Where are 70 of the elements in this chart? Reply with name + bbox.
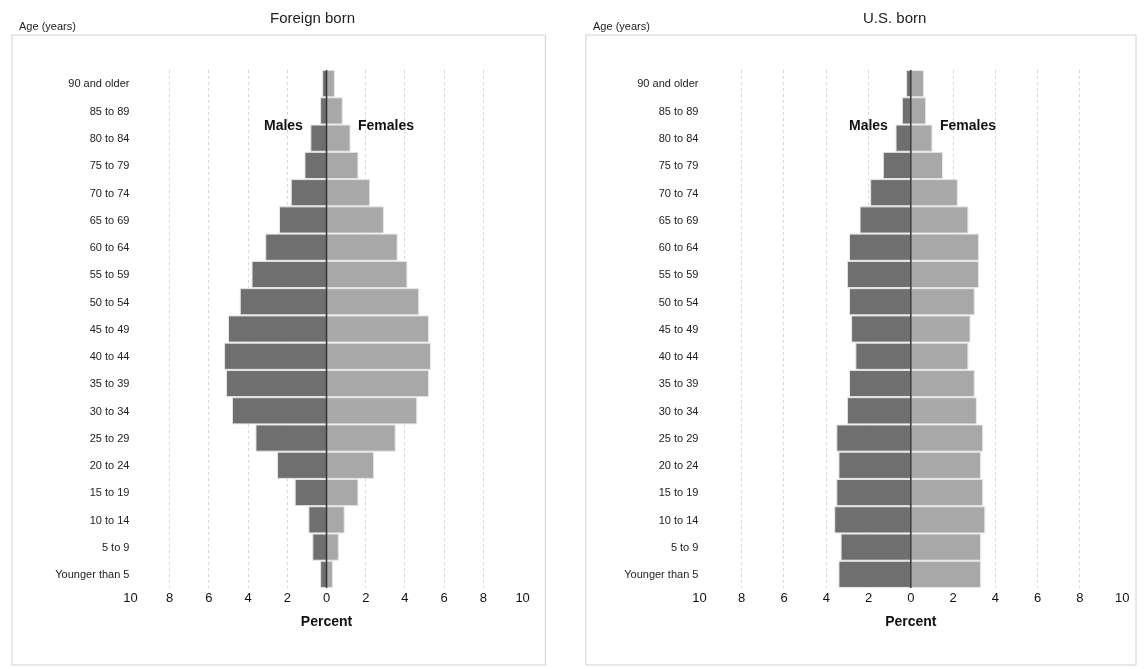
- x-tick-label: 10: [692, 590, 707, 605]
- chart-title: U.S. born: [863, 9, 927, 26]
- y-tick-label: 75 to 79: [89, 159, 130, 172]
- x-tick-label: 8: [479, 590, 488, 605]
- y-tick-label: 60 to 64: [89, 241, 130, 254]
- y-tick-label: 55 to 59: [89, 268, 130, 281]
- x-tick-label: 10: [123, 590, 138, 605]
- x-tick-label: 8: [1076, 590, 1084, 605]
- x-tick-label: 8: [166, 590, 174, 605]
- y-tick-label: 60 to 64: [658, 241, 699, 254]
- x-tick-label: 4: [244, 590, 252, 605]
- y-tick-label: 45 to 49: [658, 322, 699, 335]
- x-tick-label: 10: [515, 590, 530, 605]
- y-tick-label: 65 to 69: [89, 213, 130, 226]
- y-tick-label: Younger than 5: [55, 568, 130, 581]
- chart-title: Foreign born: [270, 9, 356, 26]
- x-tick-label: 4: [401, 590, 409, 605]
- y-tick-label: 35 to 39: [89, 377, 130, 390]
- y-tick-label: 65 to 69: [658, 213, 699, 226]
- x-tick-label: 4: [991, 590, 999, 605]
- y-tick-label: 45 to 49: [89, 322, 130, 335]
- x-tick-label: 0: [322, 590, 331, 605]
- x-tick-label: 2: [864, 590, 873, 605]
- y-tick-label: 80 to 84: [658, 132, 699, 145]
- y-tick-label: 55 to 59: [658, 268, 699, 281]
- y-tick-label: 90 and older: [637, 77, 699, 90]
- y-tick-label: 50 to 54: [658, 295, 699, 308]
- y-tick-label: 10 to 14: [658, 513, 699, 526]
- x-tick-label: 0: [907, 590, 915, 605]
- x-tick-label: 6: [780, 590, 788, 605]
- x-tick-label: 6: [1034, 590, 1042, 605]
- y-tick-label: 80 to 84: [89, 132, 130, 145]
- x-axis-title: Percent: [300, 613, 353, 630]
- series-label: Females: [940, 117, 997, 133]
- y-tick-label: 25 to 29: [89, 431, 130, 444]
- y-tick-label: 90 and older: [68, 77, 130, 90]
- x-tick-label: 2: [283, 590, 291, 605]
- y-tick-label: 85 to 89: [658, 104, 699, 117]
- y-tick-label: 10 to 14: [89, 513, 130, 526]
- x-tick-label: 6: [205, 590, 213, 605]
- x-tick-label: 6: [440, 590, 448, 605]
- y-tick-label: 30 to 34: [89, 404, 130, 417]
- y-tick-label: 85 to 89: [89, 104, 130, 117]
- y-tick-label: 30 to 34: [658, 404, 699, 417]
- x-tick-label: 2: [949, 590, 957, 605]
- y-tick-label: 15 to 19: [89, 486, 130, 499]
- y-tick-label: 35 to 39: [658, 377, 699, 390]
- y-tick-label: 75 to 79: [658, 159, 699, 172]
- y-tick-label: Younger than 5: [624, 568, 699, 581]
- x-tick-label: 4: [822, 590, 830, 605]
- y-tick-label: 70 to 74: [658, 186, 699, 199]
- y-tick-label: 15 to 19: [658, 486, 699, 499]
- x-tick-label: 2: [362, 590, 370, 605]
- y-tick-label: 70 to 74: [89, 186, 130, 199]
- series-label: Males: [849, 117, 889, 133]
- series-label: Females: [358, 117, 415, 133]
- y-axis-title: Age (years): [19, 20, 76, 32]
- x-axis-title: Percent: [885, 613, 937, 630]
- y-tick-label: 50 to 54: [89, 295, 130, 308]
- y-axis-title: Age (years): [593, 20, 650, 32]
- series-label: Males: [264, 117, 304, 133]
- x-tick-label: 8: [738, 590, 746, 605]
- y-tick-label: 20 to 24: [658, 459, 699, 472]
- y-tick-label: 25 to 29: [658, 431, 699, 444]
- y-tick-label: 5 to 9: [101, 540, 130, 553]
- y-tick-label: 40 to 44: [89, 350, 130, 363]
- y-tick-label: 5 to 9: [670, 540, 699, 553]
- x-tick-label: 10: [1114, 590, 1130, 605]
- y-tick-label: 40 to 44: [658, 350, 699, 363]
- y-tick-label: 20 to 24: [89, 459, 130, 472]
